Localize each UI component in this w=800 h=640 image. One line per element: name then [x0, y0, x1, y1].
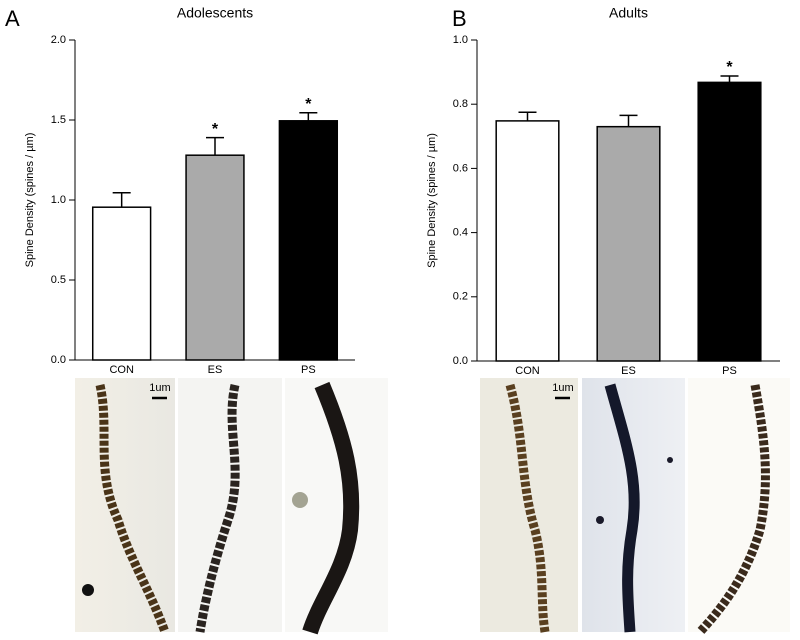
x-tick-label: CON — [109, 364, 134, 376]
dendrite — [195, 384, 240, 633]
bar — [91, 206, 152, 361]
speck — [667, 457, 673, 463]
chart-title: Adults — [609, 5, 648, 21]
dendrite — [696, 384, 770, 636]
scale-bar-label: 1um — [552, 382, 573, 394]
y-tick-label: 0.6 — [453, 162, 468, 174]
micrograph — [688, 378, 790, 632]
y-tick-label: 0.5 — [51, 274, 66, 286]
y-tick-label: 0.4 — [453, 227, 468, 239]
x-tick-label: ES — [621, 365, 636, 377]
panel-label: A — [5, 6, 20, 31]
bar — [697, 81, 762, 362]
speck — [596, 516, 604, 524]
x-tick-label: ES — [208, 364, 223, 376]
significance: * — [305, 96, 312, 113]
speck — [82, 584, 94, 596]
significance: * — [212, 121, 219, 138]
significance: * — [726, 59, 733, 76]
x-tick-label: PS — [722, 365, 737, 377]
y-tick-label: 1.0 — [51, 194, 66, 206]
y-axis-label: Spine Density (spines / µm) — [426, 133, 438, 268]
x-tick-label: PS — [301, 364, 316, 376]
dendrite — [95, 384, 170, 634]
speck — [292, 492, 308, 508]
dendrite — [604, 383, 640, 633]
y-tick-label: 0.2 — [453, 291, 468, 303]
y-tick-label: 0.8 — [453, 98, 468, 110]
dendrite — [505, 383, 550, 633]
bar — [495, 120, 560, 362]
scale-bar-label: 1um — [149, 382, 170, 394]
y-tick-label: 0.0 — [51, 354, 66, 366]
chart-title: Adolescents — [177, 5, 253, 21]
y-tick-label: 1.5 — [51, 114, 66, 126]
x-tick-label: CON — [515, 365, 540, 377]
bar — [185, 154, 245, 361]
y-tick-label: 2.0 — [51, 34, 66, 46]
y-tick-label: 1.0 — [453, 34, 468, 46]
panel-label: B — [452, 6, 467, 31]
y-axis-label: Spine Density (spines / µm) — [24, 133, 36, 268]
bar — [278, 120, 339, 361]
dendrite — [302, 381, 360, 635]
micrographs — [75, 378, 790, 636]
y-tick-label: 0.0 — [453, 355, 468, 367]
bar — [596, 125, 661, 362]
